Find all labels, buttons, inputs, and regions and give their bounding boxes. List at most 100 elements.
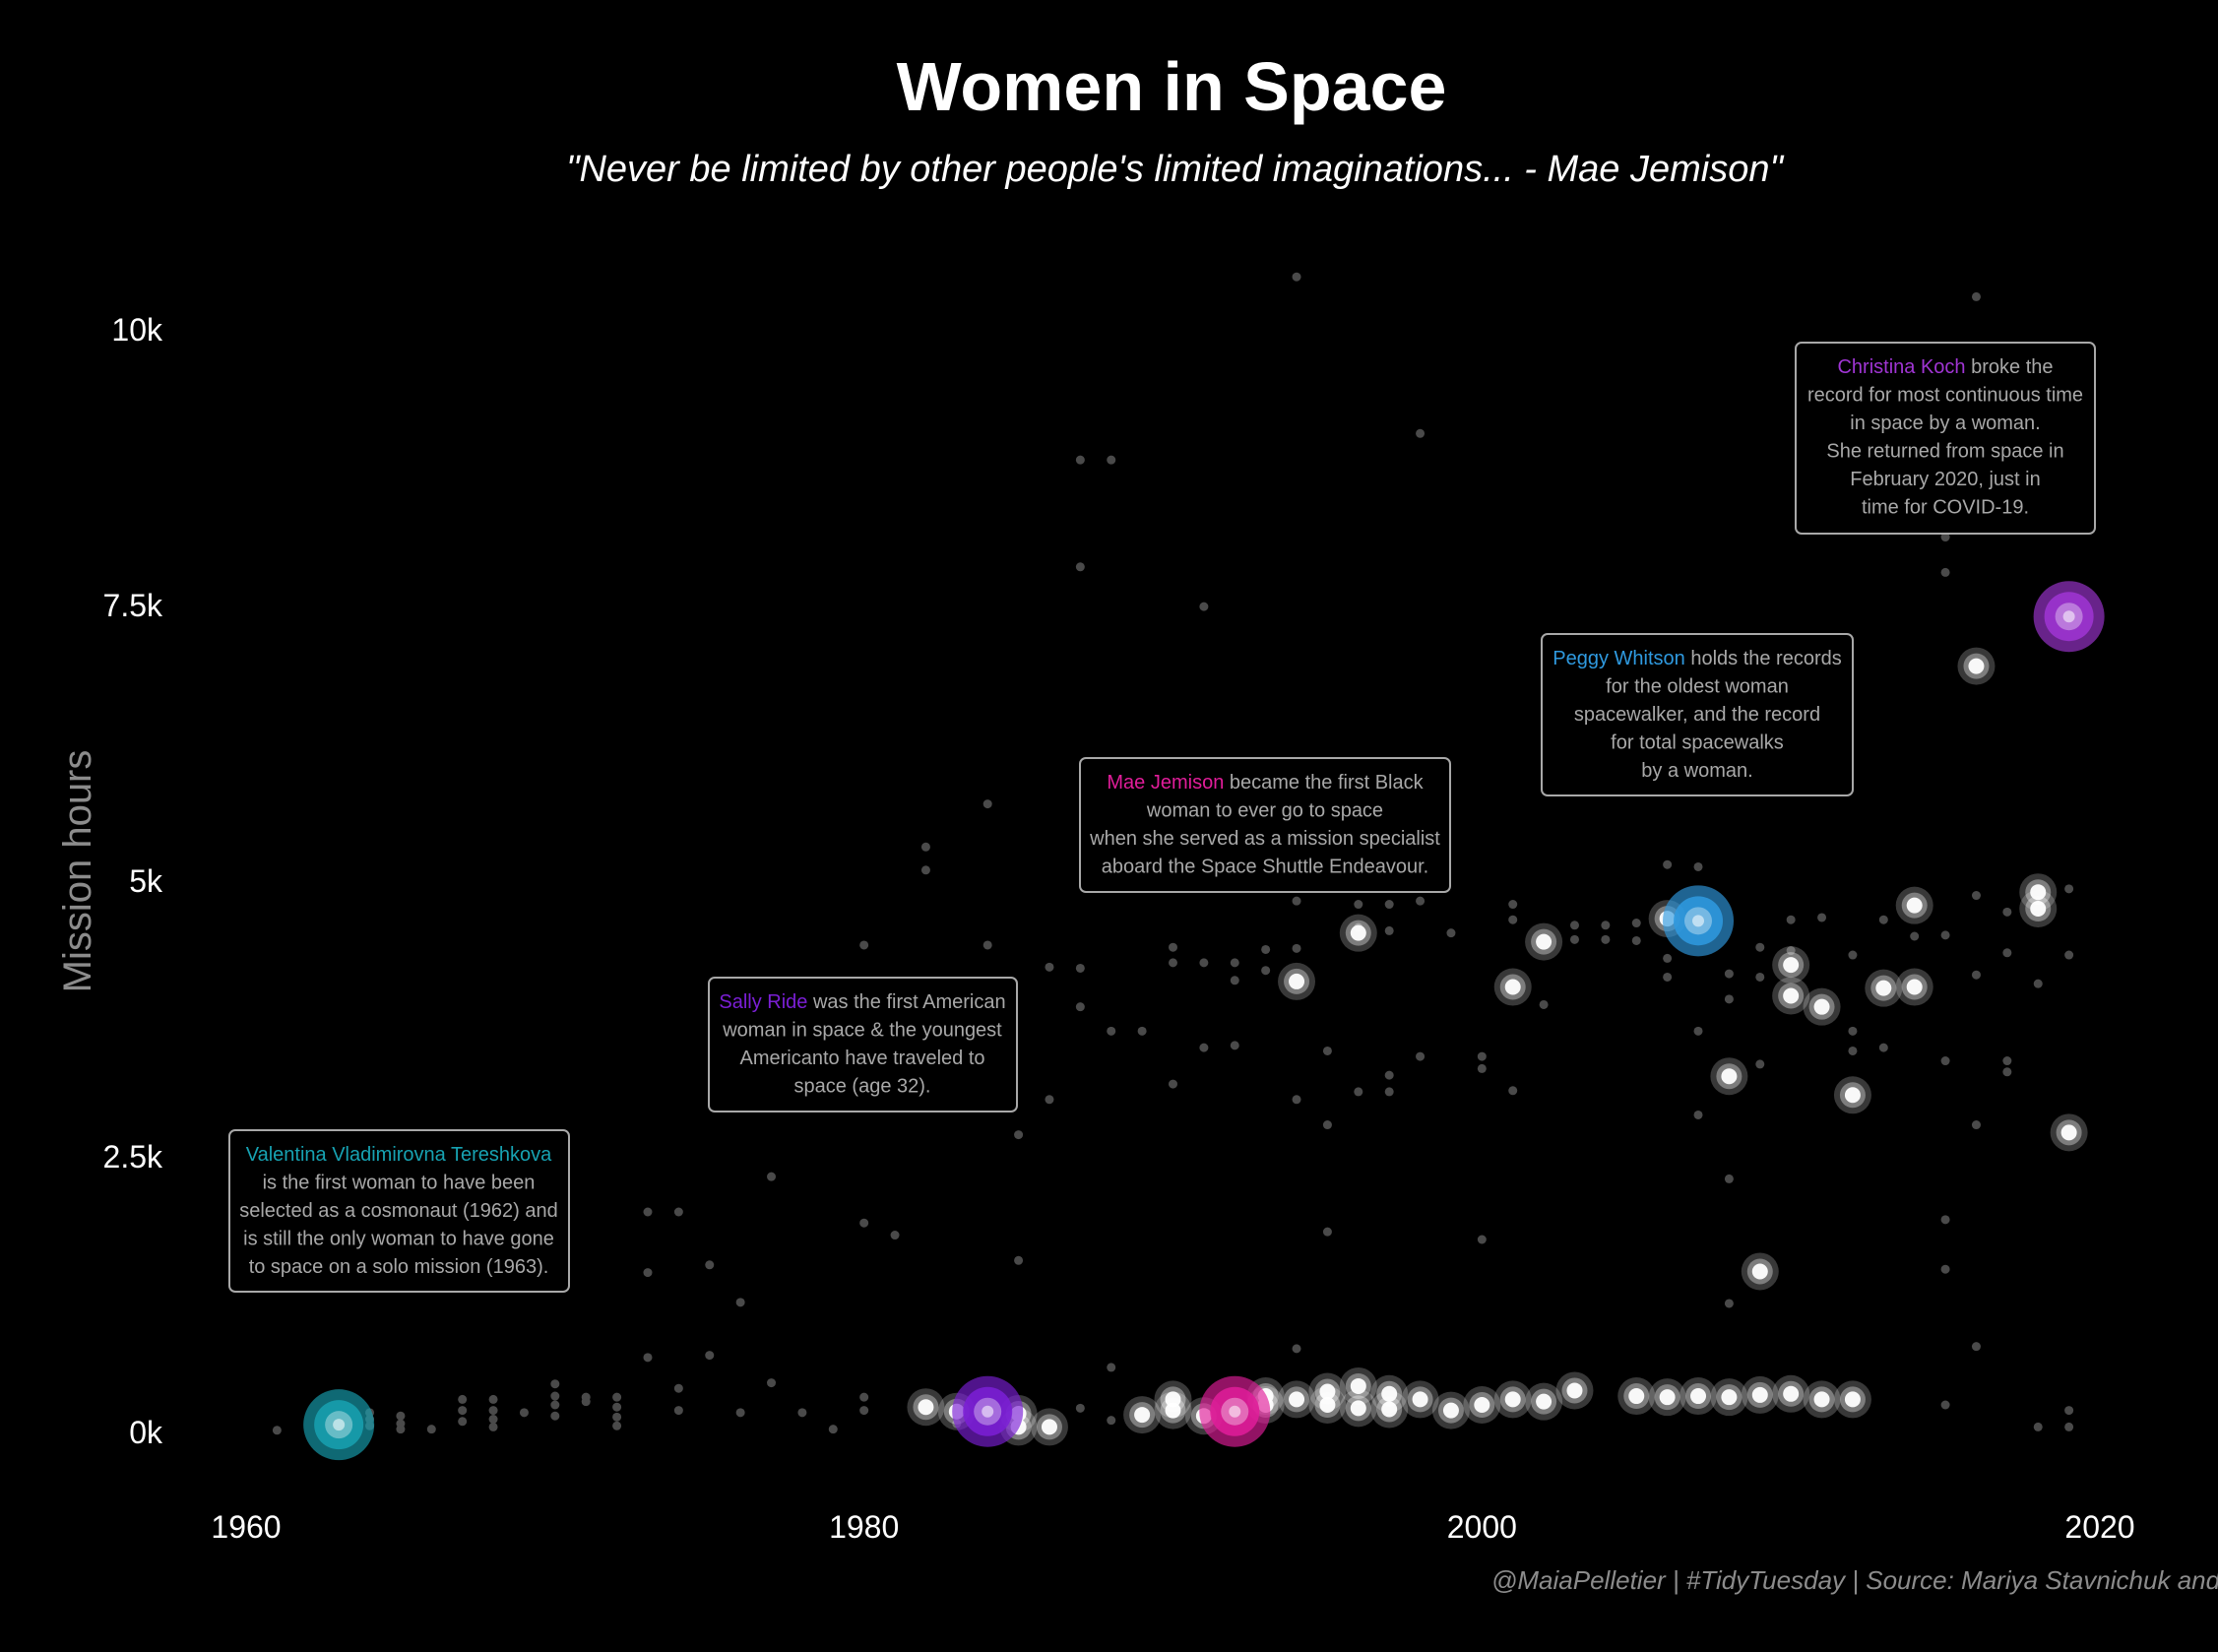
background-point [982, 799, 992, 809]
annotation-person-name: Christina Koch [1837, 356, 1965, 378]
background-point [1107, 1416, 1116, 1426]
annotation-heading-rest: holds the records [1685, 648, 1842, 669]
background-point [2002, 948, 2012, 958]
background-point [1539, 999, 1549, 1009]
annotation-line: spacewalker, and the record [1574, 704, 1820, 726]
annotation-line: to space on a solo mission (1963). [249, 1256, 549, 1278]
background-point [1230, 1041, 1239, 1050]
annotation-box [1079, 757, 1451, 893]
annotation-heading: Peggy Whitson holds the records [1553, 648, 1842, 669]
background-point [1169, 958, 1177, 968]
background-point [1971, 291, 1981, 301]
background-point [1137, 1026, 1147, 1036]
highlighted-point [1493, 1380, 1532, 1419]
y-tick-label: 2.5k [103, 1139, 163, 1175]
y-tick-label: 7.5k [103, 588, 163, 623]
background-point [1601, 934, 1611, 944]
background-point [1230, 976, 1239, 985]
background-point [550, 1411, 560, 1421]
background-point [1477, 1235, 1487, 1244]
background-point [550, 1391, 560, 1401]
annotation-person-name: Mae Jemison [1107, 772, 1224, 794]
background-point [1322, 1046, 1332, 1055]
highlighted-point [2050, 1113, 2088, 1152]
annotations: Valentina Vladimirovna Tereshkova is the … [228, 342, 2096, 1293]
background-point [1786, 915, 1796, 924]
background-point [272, 1426, 282, 1435]
background-point [1663, 859, 1673, 869]
highlighted-point [1833, 1380, 1871, 1419]
featured-points [303, 581, 2105, 1461]
background-point [1663, 953, 1673, 963]
background-point [1169, 942, 1177, 952]
background-point [859, 940, 869, 950]
background-point [1075, 1002, 1085, 1012]
background-point [1199, 602, 1209, 611]
background-point [1075, 1403, 1085, 1413]
background-point [1416, 896, 1426, 906]
background-point [1508, 900, 1518, 910]
background-point [550, 1379, 560, 1389]
highlighted-point [2019, 890, 2058, 927]
annotation-line: woman in space & the youngest [722, 1020, 1002, 1042]
annotation-line: in space by a woman. [1850, 413, 2040, 434]
x-axis-ticks: 1960 1980 2000 2020 [211, 1509, 2134, 1545]
background-point [673, 1207, 683, 1217]
background-point [581, 1397, 591, 1407]
background-point [1045, 962, 1054, 972]
annotation-ride: Sally Ride was the first American woman i… [708, 977, 1018, 1112]
background-point [1971, 1342, 1981, 1352]
background-point [1848, 950, 1858, 960]
background-point [1848, 1026, 1858, 1036]
highlighted-point [1278, 1380, 1316, 1419]
background-point [550, 1400, 560, 1410]
background-point [1292, 896, 1301, 906]
annotation-box [228, 1129, 570, 1293]
background-point [2064, 950, 2074, 960]
background-point [1354, 1087, 1363, 1097]
background-point [1292, 1095, 1301, 1105]
highlighted-point [1895, 968, 1933, 1006]
annotation-koch: Christina Koch broke the record for most … [1795, 342, 2096, 535]
background-point [1663, 972, 1673, 982]
background-point [735, 1298, 745, 1307]
annotation-line: space (age 32). [794, 1076, 931, 1098]
y-tick-label: 10k [111, 312, 163, 348]
highlighted-point [1772, 977, 1810, 1015]
background-point [1817, 913, 1827, 922]
highlighted-point [1741, 1375, 1779, 1414]
annotation-line: record for most continuous time [1807, 385, 2083, 407]
background-point [1755, 972, 1765, 982]
highlighted-point [907, 1388, 945, 1427]
annotation-line: February 2020, just in [1850, 469, 2040, 490]
background-point [1940, 567, 1950, 577]
background-point [1075, 455, 1085, 465]
annotation-line: when she served as a mission specialist [1089, 828, 1440, 850]
background-point [426, 1425, 436, 1434]
background-point [1292, 943, 1301, 953]
background-point [1075, 963, 1085, 973]
highlighted-point [1030, 1408, 1068, 1446]
highlighted-point [1278, 962, 1316, 1000]
highlighted-point [1339, 1366, 1377, 1405]
background-point [2064, 1422, 2074, 1431]
background-point [1631, 919, 1641, 928]
featured-point-ride [952, 1375, 1024, 1447]
background-point [859, 1406, 869, 1416]
background-point [2002, 1056, 2012, 1066]
background-point [1045, 1095, 1054, 1105]
background-point [1755, 942, 1765, 952]
background-point [1971, 891, 1981, 901]
highlighted-point [1370, 1390, 1409, 1429]
background-point [859, 1218, 869, 1228]
background-point [705, 1260, 715, 1270]
background-point [1878, 1043, 1888, 1052]
background-point [1014, 1130, 1024, 1140]
annotation-heading: Sally Ride was the first American [719, 991, 1005, 1013]
highlighted-point [1401, 1380, 1439, 1419]
annotation-line: for total spacewalks [1611, 732, 1784, 754]
background-point [1693, 1110, 1703, 1119]
chart-subtitle: "Never be limited by other people's limi… [566, 149, 1785, 190]
background-point [1786, 946, 1796, 956]
caption: @MaiaPelletier | #TidyTuesday | Source: … [1491, 1565, 2218, 1595]
